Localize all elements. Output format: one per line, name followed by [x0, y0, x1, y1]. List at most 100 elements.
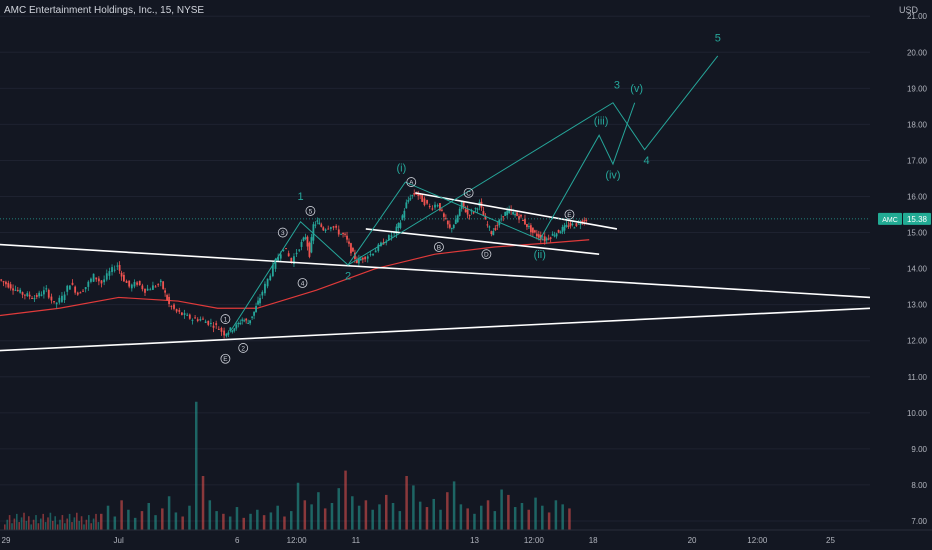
- candle: [442, 212, 445, 222]
- candle-body: [162, 281, 165, 289]
- candle: [257, 296, 259, 306]
- volume-bar-69: [568, 508, 571, 530]
- candle-body: [486, 224, 489, 226]
- candle-body: [472, 212, 475, 214]
- candle-body: [450, 228, 453, 230]
- candle: [157, 283, 160, 287]
- candle-body: [152, 285, 154, 290]
- candle-body: [310, 237, 313, 253]
- candle: [448, 220, 451, 230]
- candle: [407, 196, 410, 204]
- candle-body: [199, 318, 202, 321]
- candle: [456, 214, 459, 223]
- candle: [282, 249, 285, 252]
- volume-bar-left-21: [54, 516, 56, 530]
- volume-bar-32: [317, 492, 320, 530]
- candle-body: [9, 284, 12, 289]
- volume-bar-37: [351, 496, 354, 530]
- candle: [374, 248, 377, 253]
- candle: [361, 257, 364, 264]
- candle-body: [516, 212, 518, 216]
- candle-body: [100, 280, 103, 284]
- candle: [529, 223, 532, 237]
- candle: [245, 317, 248, 324]
- volume-bar-38: [357, 505, 361, 530]
- candle-body: [575, 223, 578, 227]
- wave-marker-text: A: [409, 180, 414, 187]
- candle-body: [31, 297, 33, 299]
- candle-body: [159, 280, 162, 283]
- candle-body: [369, 254, 372, 256]
- candle: [452, 224, 455, 230]
- currency-label: USD: [898, 5, 918, 15]
- wave-marker-circle: [297, 278, 308, 288]
- volume-bar-left-31: [78, 520, 80, 530]
- candle: [565, 220, 568, 228]
- candle: [264, 281, 266, 296]
- candle-body: [217, 328, 220, 330]
- candle: [462, 201, 465, 210]
- candle-body: [504, 211, 507, 216]
- candle: [5, 280, 7, 288]
- candle: [152, 281, 154, 290]
- candle-body: [492, 231, 495, 236]
- candle-body: [436, 205, 439, 207]
- candle: [35, 293, 38, 300]
- candle: [31, 296, 33, 299]
- candle-body: [308, 242, 311, 257]
- candle: [186, 312, 189, 317]
- volume-bar-left-24: [61, 515, 64, 530]
- volume-bar-left-0: [4, 524, 6, 530]
- candle-body: [16, 289, 19, 291]
- candle: [541, 235, 544, 241]
- candle-body: [173, 304, 175, 309]
- candle-body: [462, 201, 465, 207]
- volume-bar-left-13: [35, 515, 37, 530]
- volume-bar-56: [480, 505, 483, 530]
- candle-body: [484, 215, 487, 220]
- candle: [476, 207, 479, 214]
- wave-marker-3-12: 3: [277, 227, 288, 238]
- candle-body: [474, 207, 477, 209]
- candle-body: [181, 312, 183, 315]
- candle-body: [271, 264, 274, 277]
- volume-bar-left-1: [6, 519, 8, 530]
- candle: [24, 294, 26, 300]
- candle: [409, 194, 412, 202]
- candle: [310, 233, 313, 254]
- candle: [183, 309, 186, 319]
- candle: [136, 280, 138, 287]
- candle: [399, 220, 402, 230]
- candle-body: [136, 282, 138, 285]
- symbol-badge: [878, 212, 902, 225]
- volume-bar-3: [120, 500, 123, 530]
- candle: [253, 311, 255, 320]
- volume-bar-21: [242, 517, 245, 530]
- candle: [397, 222, 400, 232]
- candle: [113, 265, 116, 273]
- candle-body: [316, 220, 319, 222]
- volume-bar-68: [561, 504, 564, 530]
- price-tick-1: 20.00: [907, 48, 928, 57]
- candle-body: [518, 216, 520, 220]
- candle-body: [397, 223, 400, 228]
- candle: [316, 217, 319, 225]
- candle: [130, 283, 133, 292]
- candle-body: [551, 233, 554, 236]
- time-tick-1: Jul: [114, 536, 124, 545]
- candle-body: [35, 294, 38, 297]
- volume-bar-left-16: [42, 513, 44, 530]
- candle: [526, 224, 528, 230]
- candle: [547, 234, 550, 241]
- price-tick-0: 21.00: [907, 12, 928, 21]
- candle-body: [274, 258, 277, 269]
- candle-body: [361, 257, 364, 260]
- candle: [340, 233, 342, 235]
- candle-body: [387, 235, 390, 241]
- volume-bar-22: [249, 513, 252, 530]
- candle: [337, 225, 340, 237]
- candle-body: [318, 222, 321, 225]
- wave-marker-e-20: E: [564, 209, 575, 220]
- candle: [212, 322, 215, 333]
